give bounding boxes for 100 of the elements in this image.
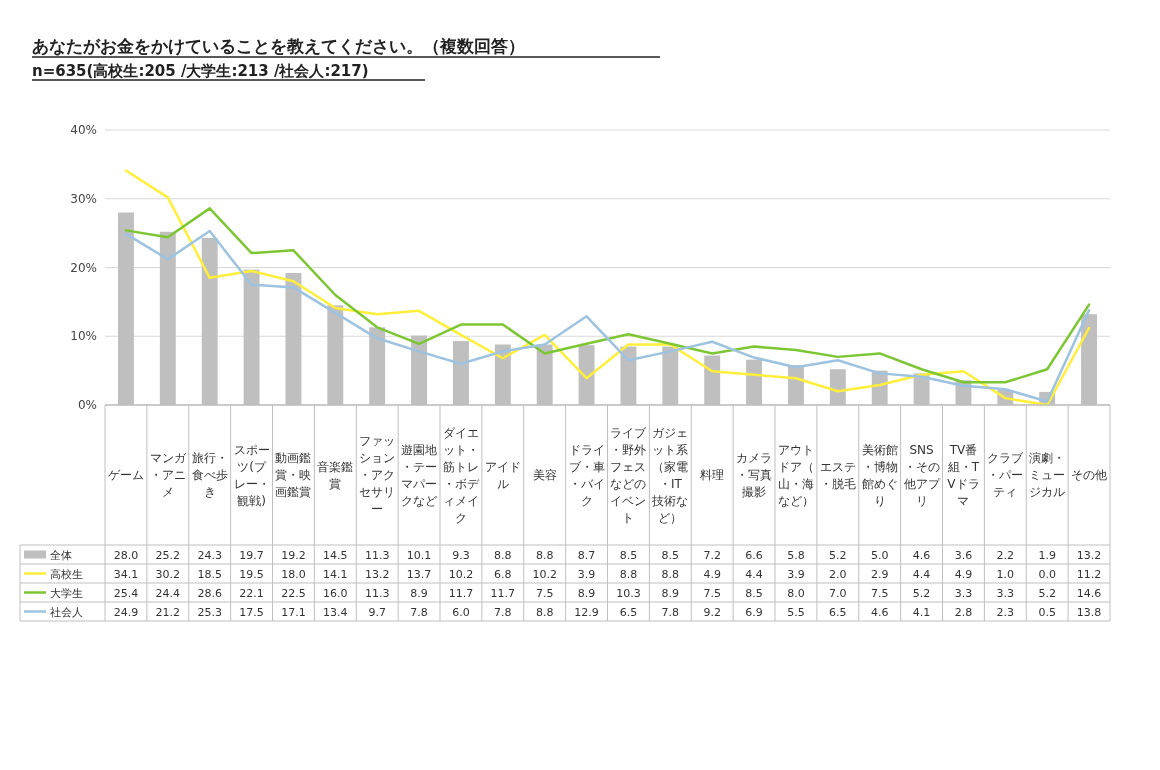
data-label: 2.0 [829,567,847,581]
data-label: 11.3 [364,586,390,600]
data-label: 19.2 [281,548,306,562]
data-label: 30.2 [155,567,181,581]
y-tick-label: 40% [70,123,97,137]
x-tick-label: スポーツ(プレー・観戦) [233,442,270,508]
line-series [124,207,1091,384]
data-label: 8.5 [619,548,638,562]
data-label: 19.5 [239,567,264,581]
data-label: 18.5 [197,567,222,581]
data-label: 4.6 [870,605,889,619]
data-label: 5.2 [1038,586,1056,600]
x-tick-label: エステ・脱毛 [819,459,856,491]
data-label: 8.8 [661,567,680,581]
data-label: 6.5 [829,605,847,619]
data-label: 0.0 [1038,567,1056,581]
chart-subtitle: n=635(高校生:205 /大学生:213 /社会人:217) [32,62,369,80]
data-label: 4.4 [912,567,931,581]
x-tick-label: TV番組・TVドラマ [946,442,980,508]
data-label: 8.7 [577,548,596,562]
y-tick-label: 10% [70,329,97,344]
data-label: 7.8 [410,605,428,619]
data-label: 11.7 [448,586,474,600]
data-label: 8.8 [535,548,554,562]
data-label: 16.0 [323,586,348,600]
data-label: 2.2 [996,548,1015,562]
data-label: 7.2 [703,548,721,562]
y-tick-label: 30% [70,191,97,206]
data-label: 1.9 [1038,548,1056,562]
data-label: 13.4 [323,605,348,619]
x-tick-label: クラブ・パーティ [987,451,1025,499]
x-tick-label: ライブ・野外フェスなどのイベント [610,425,648,525]
data-label: 14.6 [1076,586,1102,600]
x-tick-label: アイドル [484,459,521,491]
data-label: 6.8 [494,567,512,581]
data-label: 4.4 [745,567,763,581]
x-tick-label: 料理 [700,468,725,482]
data-label: 24.3 [197,548,222,562]
data-label: 9.7 [368,605,386,619]
line-series [124,169,1091,407]
data-label: 4.1 [912,605,931,619]
data-label: 10.2 [532,567,557,581]
data-label: 13.7 [406,567,432,581]
data-label: 8.5 [745,586,763,600]
data-label: 5.2 [912,586,931,600]
x-tick-label: ファッション・アクセサリー [359,434,396,516]
data-label: 28.6 [197,586,222,600]
data-label: 1.0 [996,567,1015,581]
data-label: 6.0 [452,605,470,619]
data-label: 6.9 [745,605,763,619]
x-tick-label: ゲーム [107,468,144,482]
data-label: 12.9 [574,605,599,619]
data-label: 9.2 [703,605,721,619]
data-label: 5.2 [829,548,847,562]
data-label: 6.5 [619,605,638,619]
data-label: 14.1 [323,567,348,581]
data-label: 13.2 [364,567,390,581]
data-label: 18.0 [281,567,306,581]
data-label: 7.5 [535,586,554,600]
x-tick-label: 演劇・ミュージカル [1029,451,1066,499]
data-label: 8.9 [577,586,596,600]
x-tick-label: 遊園地・テーマパークなど [401,442,438,508]
data-label: 3.6 [954,548,973,562]
x-tick-label: アウトドア（山・海など） [777,442,814,508]
data-label: 4.9 [703,567,721,581]
data-label: 4.9 [954,567,973,581]
data-label: 14.5 [323,548,348,562]
data-label: 25.4 [113,586,139,600]
data-label: 10.1 [406,548,432,562]
x-tick-label: 美容 [532,468,557,482]
data-label: 4.6 [912,548,931,562]
data-label: 7.0 [829,586,847,600]
data-label: 3.3 [996,586,1015,600]
x-tick-label: ガジェット系（家電・IT技術など） [651,425,689,525]
y-tick-label: 20% [70,260,97,275]
data-label: 24.9 [113,605,139,619]
data-label: 3.3 [954,586,973,600]
data-label: 25.3 [197,605,222,619]
x-tick-label: 美術館・博物館めぐり [861,442,898,508]
data-label: 34.1 [113,567,139,581]
data-label: 8.8 [494,548,512,562]
data-label: 5.8 [787,548,805,562]
data-label: 22.5 [281,586,306,600]
data-label: 8.9 [410,586,428,600]
data-label: 11.2 [1076,567,1102,581]
legend-label: 高校生 [50,567,83,581]
data-label: 8.8 [535,605,554,619]
chart-title: あなたがお金をかけていることを教えてください。（複数回答） [32,36,525,56]
data-label: 9.3 [452,548,470,562]
x-tick-label: ダイエット・筋トレ・ボディメイク [442,425,480,525]
data-label: 2.8 [954,605,973,619]
data-label: 25.2 [155,548,181,562]
data-label: 6.6 [745,548,763,562]
data-label: 7.8 [494,605,512,619]
data-label: 5.0 [870,548,889,562]
x-tick-label: SNS・その他アプリ [903,442,941,508]
data-label: 0.5 [1038,605,1056,619]
data-label: 22.1 [239,586,264,600]
data-label: 19.7 [239,548,264,562]
data-label: 8.0 [787,586,805,600]
